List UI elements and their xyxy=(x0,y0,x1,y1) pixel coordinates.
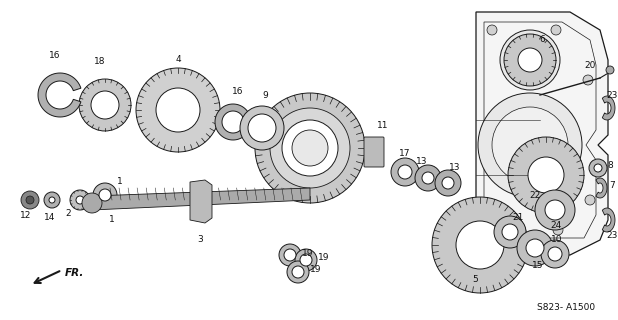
Circle shape xyxy=(136,68,220,152)
FancyBboxPatch shape xyxy=(364,137,384,167)
Text: 6: 6 xyxy=(539,36,545,44)
Polygon shape xyxy=(603,96,615,120)
Text: 8: 8 xyxy=(607,161,613,170)
Circle shape xyxy=(432,197,528,293)
Text: 20: 20 xyxy=(584,60,596,69)
Text: 23: 23 xyxy=(606,230,617,239)
Text: 19: 19 xyxy=(318,253,330,262)
Text: 13: 13 xyxy=(449,164,461,172)
Circle shape xyxy=(494,216,526,248)
Circle shape xyxy=(398,165,412,179)
Text: 1: 1 xyxy=(117,178,123,187)
Text: 16: 16 xyxy=(232,87,243,97)
Text: 14: 14 xyxy=(44,213,56,222)
Text: 19: 19 xyxy=(310,266,322,275)
Circle shape xyxy=(44,192,60,208)
Circle shape xyxy=(49,197,55,203)
Circle shape xyxy=(594,164,602,172)
Circle shape xyxy=(287,261,309,283)
Circle shape xyxy=(606,66,614,74)
Polygon shape xyxy=(215,104,250,140)
Circle shape xyxy=(510,40,550,80)
Text: 16: 16 xyxy=(49,51,61,60)
Circle shape xyxy=(487,25,497,35)
Circle shape xyxy=(279,244,301,266)
Circle shape xyxy=(500,30,560,90)
Circle shape xyxy=(270,108,350,188)
Text: 5: 5 xyxy=(472,276,478,284)
Circle shape xyxy=(292,266,304,278)
Text: 19: 19 xyxy=(302,249,314,258)
Circle shape xyxy=(517,230,553,266)
Circle shape xyxy=(548,247,562,261)
Circle shape xyxy=(391,158,419,186)
Circle shape xyxy=(508,137,584,213)
Text: 12: 12 xyxy=(20,211,32,220)
Circle shape xyxy=(485,225,495,235)
Circle shape xyxy=(255,93,365,203)
Circle shape xyxy=(21,191,39,209)
Circle shape xyxy=(415,165,441,191)
Circle shape xyxy=(284,249,296,261)
Circle shape xyxy=(93,183,117,207)
Circle shape xyxy=(492,107,568,183)
Text: FR.: FR. xyxy=(65,268,85,278)
Text: 21: 21 xyxy=(512,213,523,222)
Text: 4: 4 xyxy=(175,55,181,65)
Circle shape xyxy=(553,225,563,235)
Text: 17: 17 xyxy=(399,148,411,157)
Circle shape xyxy=(82,193,102,213)
Polygon shape xyxy=(476,12,608,255)
Text: 7: 7 xyxy=(609,180,615,189)
Text: 23: 23 xyxy=(606,91,617,100)
Circle shape xyxy=(535,190,575,230)
Circle shape xyxy=(585,195,595,205)
Text: S823- A1500: S823- A1500 xyxy=(537,303,595,313)
Polygon shape xyxy=(92,188,310,210)
Text: 18: 18 xyxy=(95,58,106,67)
Circle shape xyxy=(456,221,504,269)
Circle shape xyxy=(26,196,34,204)
Circle shape xyxy=(442,177,454,189)
Text: 9: 9 xyxy=(262,91,268,100)
Circle shape xyxy=(79,79,131,131)
Circle shape xyxy=(99,189,111,201)
Text: 10: 10 xyxy=(551,236,563,244)
Circle shape xyxy=(528,157,564,193)
Polygon shape xyxy=(596,178,607,198)
Text: 2: 2 xyxy=(65,209,71,218)
Circle shape xyxy=(300,254,312,266)
Circle shape xyxy=(541,240,569,268)
Circle shape xyxy=(518,48,542,72)
Polygon shape xyxy=(603,208,615,232)
Circle shape xyxy=(295,249,317,271)
Circle shape xyxy=(422,172,434,184)
Text: 13: 13 xyxy=(417,157,428,166)
Text: 3: 3 xyxy=(197,236,203,244)
Circle shape xyxy=(248,114,276,142)
Circle shape xyxy=(435,170,461,196)
Circle shape xyxy=(504,34,556,86)
Circle shape xyxy=(156,88,200,132)
Circle shape xyxy=(70,190,90,210)
Polygon shape xyxy=(190,180,212,223)
Circle shape xyxy=(292,130,328,166)
Circle shape xyxy=(478,93,582,197)
Circle shape xyxy=(91,91,119,119)
Circle shape xyxy=(589,159,607,177)
Circle shape xyxy=(526,239,544,257)
Circle shape xyxy=(545,200,565,220)
Text: 15: 15 xyxy=(532,260,544,269)
Text: 24: 24 xyxy=(551,220,562,229)
Circle shape xyxy=(240,106,284,150)
Circle shape xyxy=(583,75,593,85)
Circle shape xyxy=(502,224,518,240)
Circle shape xyxy=(551,25,561,35)
Text: 11: 11 xyxy=(377,121,389,130)
Polygon shape xyxy=(38,73,81,117)
Circle shape xyxy=(76,196,84,204)
Text: 22: 22 xyxy=(530,190,541,199)
Text: 1: 1 xyxy=(109,215,115,225)
Circle shape xyxy=(282,120,338,176)
